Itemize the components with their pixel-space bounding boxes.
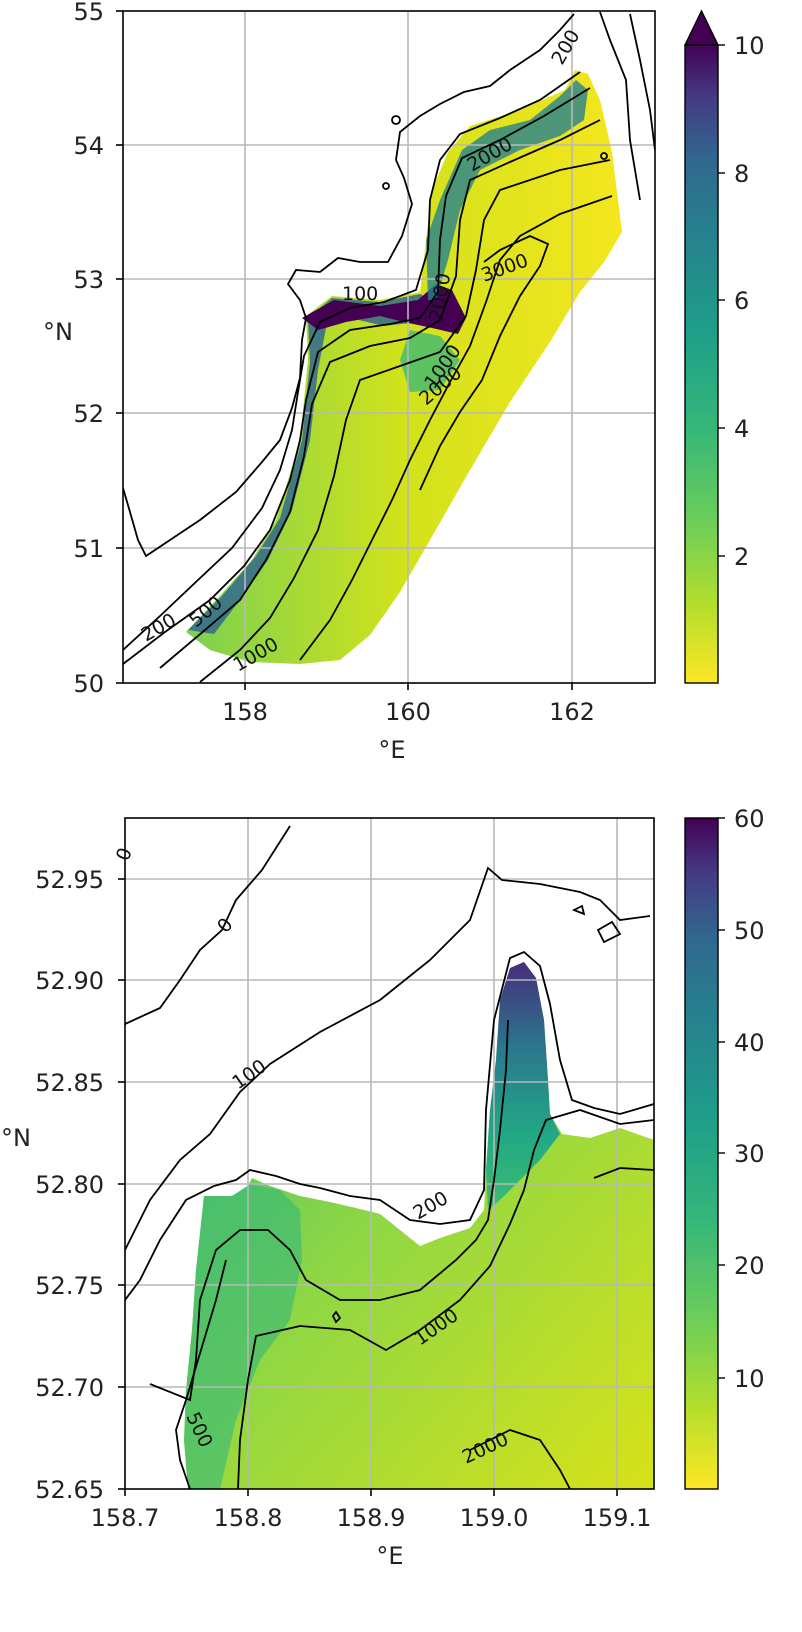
map1-contour-label: 200 xyxy=(547,26,584,68)
map2-ytick-label: 52.70 xyxy=(35,1374,104,1402)
map1-coastline xyxy=(123,13,575,558)
map1-ylabel: °N xyxy=(43,318,73,346)
map2-colorbar: 10 20 30 40 50 60 xyxy=(684,805,765,1490)
map1-contours xyxy=(123,11,655,683)
map2-contour-2000b xyxy=(593,1167,654,1179)
map1-gridlines xyxy=(123,11,655,683)
map1-coast-offshore-1 xyxy=(599,11,641,201)
map1-ytick-label: 55 xyxy=(73,0,104,26)
map2-ytick-label: 52.80 xyxy=(35,1171,104,1199)
map2-contour-dot xyxy=(331,1310,342,1324)
map1-colorbar-tick: 2 xyxy=(734,543,749,571)
map1-xlabel: °E xyxy=(378,736,405,764)
map1-tick-marks xyxy=(116,10,573,690)
map2-contour-2000 xyxy=(469,1429,571,1489)
map1-colorbar-tick: 8 xyxy=(734,160,749,188)
map2-xtick-label: 158.7 xyxy=(91,1504,160,1532)
map2-xlabel: °E xyxy=(376,1542,403,1570)
map1-island-1 xyxy=(382,182,390,190)
map1-contour-label: 100 xyxy=(342,283,378,305)
map2-xtick-label: 158.9 xyxy=(337,1504,406,1532)
map2-contour-200 xyxy=(149,1019,509,1402)
map2-xtick-label: 159.1 xyxy=(583,1504,652,1532)
map1-colorbar-tick: 10 xyxy=(734,32,765,60)
map2-colorbar-gradient xyxy=(684,817,719,1490)
map2-contour-0-a xyxy=(125,825,291,1025)
map1-xtick-label: 160 xyxy=(385,698,431,726)
map1-slope-mid-values xyxy=(426,80,588,300)
map1-colorbar-tick: 4 xyxy=(734,415,749,443)
map2-ylabel: °N xyxy=(1,1124,31,1152)
map1-ytick-label: 54 xyxy=(73,132,104,160)
map2-axes-frame xyxy=(124,817,655,1490)
map-panel-zoom: 158.7 158.8 158.9 159.0 159.1 52.65 52.7… xyxy=(1,805,765,1570)
map1-shelf-high-values xyxy=(188,294,432,634)
map2-contour-islet-2 xyxy=(596,920,622,944)
map2-gridlines xyxy=(125,818,654,1489)
map2-contour-500 xyxy=(175,1259,227,1489)
map2-contours xyxy=(125,825,654,1489)
map2-tick-marks xyxy=(118,878,618,1496)
map1-contour-2000 xyxy=(299,195,613,661)
map1-contour-1000 xyxy=(199,159,611,683)
map1-axes-frame xyxy=(122,10,656,684)
map1-island-3 xyxy=(600,152,608,160)
map2-contour-shelf xyxy=(125,950,654,1301)
map2-ytick-label: 52.90 xyxy=(35,967,104,995)
map1-island-2 xyxy=(391,115,401,125)
map1-contour-200 xyxy=(123,87,591,665)
map2-xtick-label: 158.8 xyxy=(214,1504,283,1532)
map2-colorbar-tick: 30 xyxy=(734,1140,765,1168)
map2-colorbar-tick: 50 xyxy=(734,917,765,945)
map2-ytick-label: 52.75 xyxy=(35,1272,104,1300)
map1-contour-500 xyxy=(159,119,601,669)
map2-contour-1000 xyxy=(237,1109,654,1489)
map2-colorbar-tick: 40 xyxy=(734,1029,765,1057)
map-panel-kamchatka: 158 160 162 50 51 52 53 54 55 °E °N 100 … xyxy=(43,0,765,764)
map2-ytick-label: 52.65 xyxy=(35,1476,104,1504)
map1-ytick-label: 51 xyxy=(73,535,104,563)
map1-coast-offshore-2 xyxy=(629,13,655,151)
map2-plot-area xyxy=(125,818,654,1489)
map2-contour-islet xyxy=(571,904,586,916)
map1-xtick-label: 158 xyxy=(222,698,268,726)
map2-colorbar-tick: 60 xyxy=(734,805,765,833)
map2-ytick-label: 52.95 xyxy=(35,866,104,894)
map2-xtick-label: 159.0 xyxy=(460,1504,529,1532)
map1-colorbar-tick: 6 xyxy=(734,287,749,315)
map1-contour-100 xyxy=(123,71,581,651)
map2-colorbar-tick: 10 xyxy=(734,1365,765,1393)
map2-ytick-label: 52.85 xyxy=(35,1069,104,1097)
map1-ytick-label: 50 xyxy=(73,670,104,698)
map1-xtick-label: 162 xyxy=(549,698,595,726)
map1-colorbar-extend-arrow xyxy=(683,9,720,46)
map2-canyon-high-values xyxy=(486,962,560,1210)
map2-contour-label: 200 xyxy=(410,1187,452,1224)
map1-ytick-label: 52 xyxy=(73,400,104,428)
map1-plot-area xyxy=(123,11,655,683)
map1-ytick-label: 53 xyxy=(73,266,104,294)
map1-canyon-high-values xyxy=(302,284,466,334)
map1-contour-label: 200 xyxy=(138,609,180,646)
map1-colorbar-gradient xyxy=(684,44,719,684)
map2-contour-label: 100 xyxy=(228,1055,270,1094)
map1-colorbar: 2 4 6 8 10 xyxy=(683,9,765,684)
map2-contour-100 xyxy=(125,866,651,1251)
map1-contour-3000 xyxy=(419,235,550,491)
map2-colorbar-tick: 20 xyxy=(734,1252,765,1280)
